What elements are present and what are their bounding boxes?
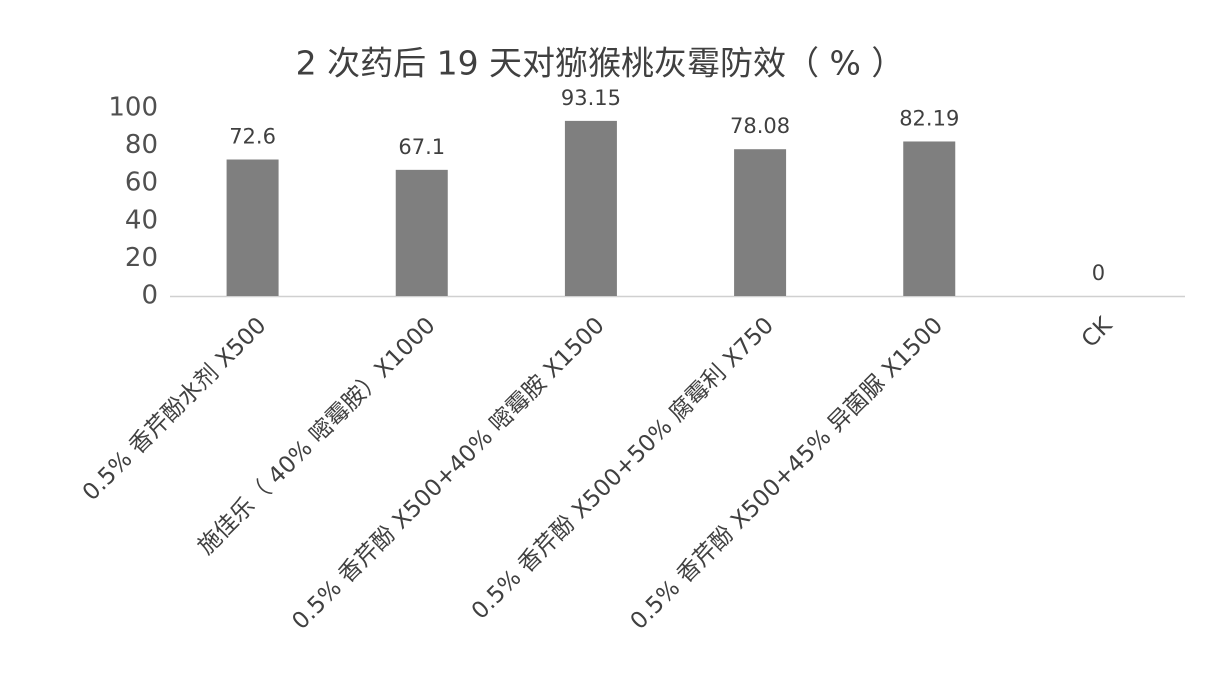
bar [564,120,617,297]
x-tick-label: 0.5% 香芹酚 X500+45% 异菌脲 X1500 [626,312,948,634]
y-tick-label: 60 [125,168,158,198]
bar [903,141,956,296]
y-tick-label: 20 [125,243,158,273]
value-label: 67.1 [398,135,445,159]
bar [226,159,279,296]
x-tick-label: 0.5% 香芹酚 X500+50% 腐霉利 X750 [467,312,779,624]
bar [395,169,448,296]
x-tick-label: 0.5% 香芹酚水剂 X500 [78,312,272,506]
value-label: 0 [1092,261,1105,285]
value-label: 78.08 [730,114,790,138]
chart-title: 2 次药后 19 天对猕猴桃灰霉防效（ % ） [296,44,905,83]
value-label: 93.15 [561,86,621,110]
y-tick-label: 100 [108,93,158,123]
value-label: 82.19 [899,106,959,130]
x-tick-label: 0.5% 香芹酚 X500+40% 嘧霉胺 X1500 [287,312,609,634]
y-tick-label: 40 [125,205,158,235]
bar [734,149,787,296]
x-tick-label: CK [1077,312,1118,353]
y-tick-label: 0 [141,281,158,311]
value-label: 72.6 [229,125,276,149]
y-tick-label: 80 [125,130,158,160]
